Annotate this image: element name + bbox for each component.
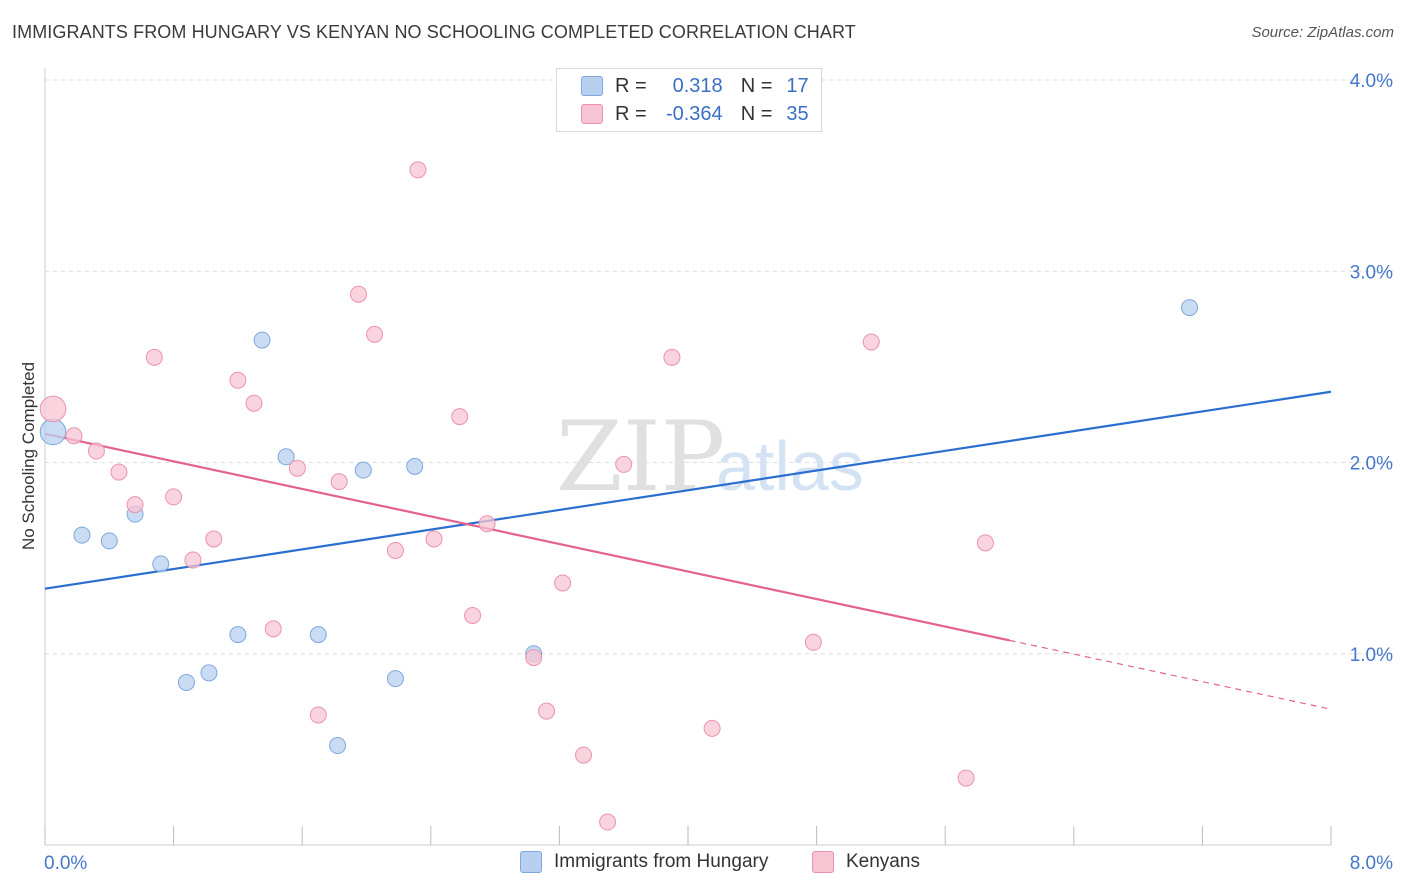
kenyan-point xyxy=(386,541,404,559)
hungary-point xyxy=(253,331,271,349)
source-label: Source: ZipAtlas.com xyxy=(1251,24,1394,41)
hungary-point xyxy=(277,448,295,466)
x-tick-label: 8.0% xyxy=(1350,853,1393,874)
hungary-point xyxy=(229,626,247,644)
series-legend-hungary: Immigrants from Hungary xyxy=(520,851,768,873)
watermark: ZIP atlas xyxy=(556,401,864,513)
hungary-point xyxy=(406,457,424,475)
y-tick-label: 4.0% xyxy=(1350,71,1393,92)
kenyan-point xyxy=(554,574,572,592)
legend-swatch-pink xyxy=(581,104,603,124)
kenyan-point xyxy=(599,813,617,831)
kenyan-point xyxy=(65,427,83,445)
kenyan-point xyxy=(126,496,144,514)
legend-r-value: 0.318 xyxy=(672,74,723,97)
kenyan-point xyxy=(245,394,263,412)
points-layer xyxy=(39,161,1199,831)
correlation-legend: R = 0.318 N = 17 R = -0.364 N = 35 xyxy=(556,68,822,132)
kenyan-point xyxy=(538,702,556,720)
legend-n-value: 17 xyxy=(786,74,809,97)
kenyan-point xyxy=(288,459,306,477)
series-swatch-pink xyxy=(812,851,834,873)
kenyan-point xyxy=(229,371,247,389)
y-axis-label: No Schooling Completed xyxy=(19,362,38,550)
kenyan-point xyxy=(87,442,105,460)
kenyan-trend-line xyxy=(44,432,1010,642)
hungary-trend-line xyxy=(44,390,1332,590)
hungary-point xyxy=(200,664,218,682)
legend-swatch-blue xyxy=(581,76,603,96)
kenyan-point xyxy=(957,769,975,787)
hungary-point xyxy=(152,555,170,573)
series-swatch-blue xyxy=(520,851,542,873)
x-tick-label: 0.0% xyxy=(44,853,87,874)
kenyan-point xyxy=(205,530,223,548)
legend-row-kenyans: R = -0.364 N = 35 xyxy=(581,102,809,126)
hungary-point xyxy=(309,626,327,644)
series-legend-kenyans: Kenyans xyxy=(812,851,920,873)
kenyan-point xyxy=(145,348,163,366)
grid-layer xyxy=(45,79,1394,655)
y-tick-label: 3.0% xyxy=(1350,262,1393,283)
legend-n-label: N = xyxy=(740,102,773,125)
kenyan-trend-extension xyxy=(1009,639,1332,710)
hungary-point xyxy=(329,737,347,755)
hungary-point xyxy=(39,418,67,446)
kenyan-point xyxy=(862,333,880,351)
hungary-point xyxy=(177,673,195,691)
legend-r-value: -0.364 xyxy=(665,102,723,125)
chart-title: IMMIGRANTS FROM HUNGARY VS KENYAN NO SCH… xyxy=(12,22,856,42)
series-legend-label: Immigrants from Hungary xyxy=(554,851,769,872)
legend-row-hungary: R = 0.318 N = 17 xyxy=(581,74,809,98)
kenyan-point xyxy=(703,719,721,737)
kenyan-point xyxy=(804,633,822,651)
kenyan-point xyxy=(976,534,994,552)
y-tick-label: 2.0% xyxy=(1350,454,1393,475)
hungary-point xyxy=(386,670,404,688)
legend-r-label: R = xyxy=(615,74,647,97)
y-tick-label: 1.0% xyxy=(1350,645,1393,666)
watermark-zip: ZIP xyxy=(556,401,725,513)
kenyan-point xyxy=(663,348,681,366)
hungary-point xyxy=(100,532,118,550)
kenyan-point xyxy=(425,530,443,548)
trend-layer xyxy=(44,390,1332,710)
kenyan-point xyxy=(39,395,67,423)
kenyan-point xyxy=(615,455,633,473)
kenyan-point xyxy=(451,408,469,426)
axis-layer: 1.0% 2.0% 3.0% 4.0% 0.0% 8.0% xyxy=(44,68,1393,874)
kenyan-point xyxy=(165,488,183,506)
kenyan-point xyxy=(184,551,202,569)
legend-r-label: R = xyxy=(615,102,647,125)
legend-n-label: N = xyxy=(740,74,773,97)
kenyan-point xyxy=(478,515,496,533)
series-legend: Immigrants from Hungary Kenyans xyxy=(0,851,1406,879)
hungary-point xyxy=(73,526,91,544)
kenyan-point xyxy=(110,463,128,481)
hungary-point xyxy=(354,461,372,479)
kenyan-point xyxy=(349,285,367,303)
kenyan-point xyxy=(309,706,327,724)
kenyan-point xyxy=(366,325,384,343)
legend-n-value: 35 xyxy=(786,102,809,125)
kenyan-point xyxy=(575,746,593,764)
kenyan-point xyxy=(330,473,348,491)
kenyan-point xyxy=(409,161,427,179)
kenyan-point xyxy=(464,607,482,624)
hungary-point xyxy=(1181,299,1199,317)
kenyan-point xyxy=(525,649,543,667)
series-legend-label: Kenyans xyxy=(846,851,920,872)
kenyan-point xyxy=(264,620,282,638)
